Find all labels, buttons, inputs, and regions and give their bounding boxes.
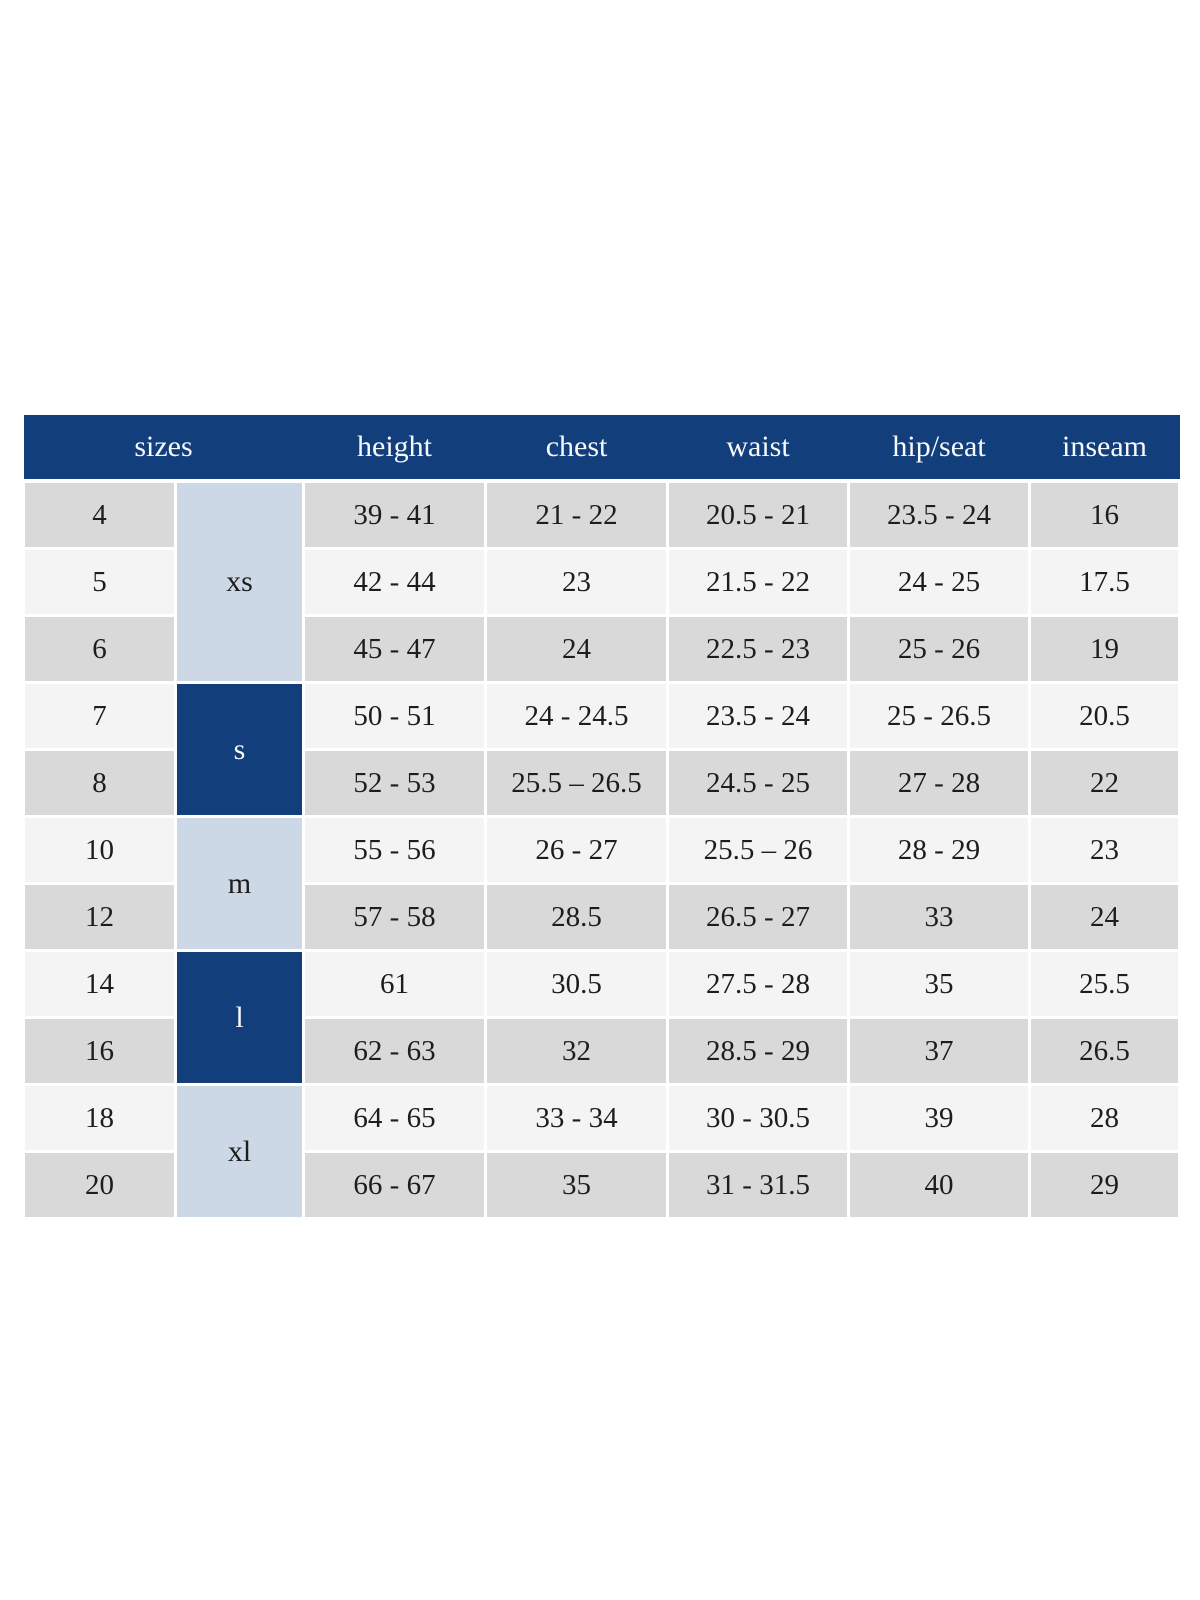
column-header-chest: chest xyxy=(485,415,668,483)
inseam-cell: 17.5 xyxy=(1028,547,1182,617)
height-cell: 39 - 41 xyxy=(302,479,488,550)
table-row-size-16: 16 62 - 63 32 28.5 - 29 37 26.5 xyxy=(22,1016,1182,1086)
column-header-inseam: inseam xyxy=(1029,415,1180,483)
column-header-waist: waist xyxy=(667,415,849,483)
header-row: sizes height chest waist hip/seat inseam xyxy=(23,415,1180,483)
height-cell: 42 - 44 xyxy=(302,547,488,617)
column-header-hip-seat: hip/seat xyxy=(848,415,1030,483)
hip-seat-cell: 40 xyxy=(847,1150,1032,1220)
size-group-cell-s: s xyxy=(173,681,306,818)
waist-cell: 27.5 - 28 xyxy=(666,949,851,1019)
table-row-size-10: 10 m 55 - 56 26 - 27 25.5 – 26 28 - 29 2… xyxy=(22,815,1182,952)
inseam-cell: 28 xyxy=(1028,1083,1182,1153)
waist-cell: 31 - 31.5 xyxy=(666,1150,851,1220)
hip-seat-cell: 39 xyxy=(847,1083,1032,1153)
height-cell: 45 - 47 xyxy=(302,614,488,684)
hip-seat-cell: 25 - 26.5 xyxy=(847,681,1032,751)
table-row-size-7: 7 s 50 - 51 24 - 24.5 23.5 - 24 25 - 26.… xyxy=(22,681,1182,818)
height-cell: 64 - 65 xyxy=(302,1083,488,1153)
size-group-cell-xl: xl xyxy=(173,1083,306,1220)
hip-seat-cell: 28 - 29 xyxy=(847,815,1032,885)
column-header-height: height xyxy=(303,415,486,483)
height-cell: 50 - 51 xyxy=(302,681,488,751)
hip-seat-cell: 24 - 25 xyxy=(847,547,1032,617)
chest-cell: 32 xyxy=(484,1016,670,1086)
size-cell: 18 xyxy=(22,1083,177,1153)
size-cell: 12 xyxy=(22,882,177,952)
size-cell: 10 xyxy=(22,815,177,885)
chest-cell: 26 - 27 xyxy=(484,815,670,885)
size-cell: 6 xyxy=(22,614,177,684)
size-cell: 4 xyxy=(22,479,177,550)
hip-seat-cell: 35 xyxy=(847,949,1032,1019)
inseam-cell: 24 xyxy=(1028,882,1182,952)
hip-seat-cell: 33 xyxy=(847,882,1032,952)
height-cell: 55 - 56 xyxy=(302,815,488,885)
size-cell: 16 xyxy=(22,1016,177,1086)
size-cell: 5 xyxy=(22,547,177,617)
table-row-size-4: 4 xs 39 - 41 21 - 22 20.5 - 21 23.5 - 24… xyxy=(22,479,1182,684)
size-cell: 8 xyxy=(22,748,177,818)
table-row-size-5: 5 42 - 44 23 21.5 - 22 24 - 25 17.5 xyxy=(22,547,1182,617)
chest-cell: 24 xyxy=(484,614,670,684)
hip-seat-cell: 25 - 26 xyxy=(847,614,1032,684)
waist-cell: 20.5 - 21 xyxy=(666,479,851,550)
hip-seat-cell: 37 xyxy=(847,1016,1032,1086)
size-group-cell-m: m xyxy=(173,815,306,952)
table-row-size-20: 20 66 - 67 35 31 - 31.5 40 29 xyxy=(22,1150,1182,1220)
chest-cell: 30.5 xyxy=(484,949,670,1019)
inseam-cell: 19 xyxy=(1028,614,1182,684)
size-cell: 20 xyxy=(22,1150,177,1220)
inseam-cell: 22 xyxy=(1028,748,1182,818)
table-row-size-12: 12 57 - 58 28.5 26.5 - 27 33 24 xyxy=(22,882,1182,952)
waist-cell: 26.5 - 27 xyxy=(666,882,851,952)
chest-cell: 33 - 34 xyxy=(484,1083,670,1153)
height-cell: 66 - 67 xyxy=(302,1150,488,1220)
waist-cell: 22.5 - 23 xyxy=(666,614,851,684)
size-group-cell-xs: xs xyxy=(173,479,306,684)
size-chart-table: sizes height chest waist hip/seat inseam… xyxy=(22,415,1182,1220)
hip-seat-cell: 23.5 - 24 xyxy=(847,479,1032,550)
inseam-cell: 29 xyxy=(1028,1150,1182,1220)
table-row-size-6: 6 45 - 47 24 22.5 - 23 25 - 26 19 xyxy=(22,614,1182,684)
table-row-size-14: 14 l 61 30.5 27.5 - 28 35 25.5 xyxy=(22,949,1182,1086)
size-cell: 14 xyxy=(22,949,177,1019)
inseam-cell: 16 xyxy=(1028,479,1182,550)
height-cell: 52 - 53 xyxy=(302,748,488,818)
table-row-size-8: 8 52 - 53 25.5 – 26.5 24.5 - 25 27 - 28 … xyxy=(22,748,1182,818)
hip-seat-cell: 27 - 28 xyxy=(847,748,1032,818)
waist-cell: 25.5 – 26 xyxy=(666,815,851,885)
size-group-cell-l: l xyxy=(173,949,306,1086)
inseam-cell: 26.5 xyxy=(1028,1016,1182,1086)
table-row-size-18: 18 xl 64 - 65 33 - 34 30 - 30.5 39 28 xyxy=(22,1083,1182,1220)
size-cell: 7 xyxy=(22,681,177,751)
waist-cell: 28.5 - 29 xyxy=(666,1016,851,1086)
column-header-sizes: sizes xyxy=(23,415,304,483)
height-cell: 62 - 63 xyxy=(302,1016,488,1086)
waist-cell: 24.5 - 25 xyxy=(666,748,851,818)
inseam-cell: 23 xyxy=(1028,815,1182,885)
chest-cell: 21 - 22 xyxy=(484,479,670,550)
chest-cell: 23 xyxy=(484,547,670,617)
inseam-cell: 20.5 xyxy=(1028,681,1182,751)
chest-cell: 24 - 24.5 xyxy=(484,681,670,751)
waist-cell: 30 - 30.5 xyxy=(666,1083,851,1153)
waist-cell: 21.5 - 22 xyxy=(666,547,851,617)
height-cell: 61 xyxy=(302,949,488,1019)
chest-cell: 25.5 – 26.5 xyxy=(484,748,670,818)
chest-cell: 28.5 xyxy=(484,882,670,952)
waist-cell: 23.5 - 24 xyxy=(666,681,851,751)
chest-cell: 35 xyxy=(484,1150,670,1220)
height-cell: 57 - 58 xyxy=(302,882,488,952)
inseam-cell: 25.5 xyxy=(1028,949,1182,1019)
